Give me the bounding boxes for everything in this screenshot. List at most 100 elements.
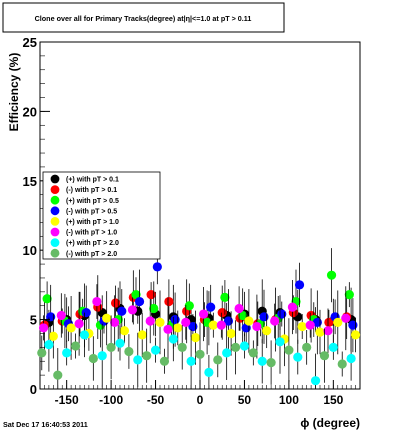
data-point (208, 320, 218, 330)
data-point (216, 320, 226, 330)
y-tick-label: 5 (30, 313, 37, 328)
legend-marker (50, 195, 60, 205)
data-point (257, 356, 267, 366)
legend-marker (50, 238, 60, 248)
data-point (206, 302, 216, 312)
y-tick-label: 20 (23, 104, 37, 119)
data-point (323, 326, 333, 336)
data-point (102, 313, 112, 323)
legend-entry-label: (-) with pT > 1.0 (66, 230, 117, 237)
x-tick-label: -50 (147, 393, 165, 407)
legend-marker (50, 217, 60, 226)
y-axis-label: Efficiency (%) (7, 53, 21, 132)
x-axis-label: ϕ (degree) (300, 416, 360, 430)
data-point (190, 333, 201, 343)
data-point (142, 351, 152, 361)
data-point (184, 301, 194, 311)
legend-marker (50, 174, 60, 184)
data-point (348, 320, 358, 330)
data-point (48, 331, 58, 341)
data-point (79, 330, 90, 340)
data-point (333, 317, 343, 327)
data-point (106, 342, 116, 352)
data-point (124, 346, 134, 357)
data-point (66, 323, 76, 333)
data-point (145, 316, 155, 326)
data-point (56, 310, 66, 321)
data-point (346, 353, 356, 364)
data-point (37, 348, 47, 358)
data-point (152, 262, 162, 272)
data-point (110, 317, 120, 327)
data-point (239, 341, 250, 351)
legend: (+) with pT > 0.1 (-) with pT > 0.1 (+) wi… (42, 171, 161, 260)
data-point (131, 290, 141, 300)
data-point (44, 339, 54, 350)
data-point (297, 321, 307, 332)
series-group (44, 309, 356, 389)
data-point (230, 342, 241, 352)
chart-title-part-0: Clone over all for Primary Tracks (35, 14, 147, 23)
data-point (204, 367, 214, 377)
data-point (117, 306, 127, 316)
data-point (159, 356, 170, 366)
data-point (133, 355, 143, 365)
y-tick-label: 10 (23, 243, 37, 258)
x-tick-label: 100 (279, 393, 299, 407)
data-point (319, 351, 330, 361)
chart-title-part-3: <=1.0 at pT > 0.11 (192, 14, 251, 23)
data-point (305, 320, 315, 330)
data-point (195, 349, 205, 359)
data-point (155, 317, 165, 327)
x-tick-label: -150 (55, 393, 79, 407)
x-tick-label: 0 (197, 393, 204, 407)
data-point (62, 348, 72, 358)
data-point (294, 280, 305, 290)
data-point (168, 334, 178, 344)
data-point (53, 370, 63, 380)
data-point (222, 348, 232, 358)
y-tick-label: 25 (23, 35, 37, 50)
data-point (328, 342, 338, 352)
data-point (164, 296, 174, 307)
chart-title-part-1: (degree) at (147, 14, 184, 23)
data-point (302, 342, 312, 352)
data-point (248, 348, 258, 358)
legend-entry-label: (-) with pT > 0.1 (66, 187, 117, 194)
data-point (127, 305, 138, 315)
data-point (173, 323, 183, 333)
legend-marker (50, 206, 60, 216)
data-point (42, 294, 52, 304)
data-point (270, 316, 280, 326)
data-point (293, 352, 303, 362)
data-point (244, 316, 254, 326)
data-point (97, 351, 107, 361)
data-point (287, 302, 298, 312)
data-point (146, 290, 156, 300)
legend-entry-label: (-) with pT > 2.0 (66, 251, 117, 258)
data-point (38, 323, 49, 333)
timestamp: Sat Dec 17 16:40:53 2011 (3, 420, 88, 429)
data-point (74, 319, 84, 329)
data-point (115, 338, 125, 348)
data-point (310, 376, 321, 386)
chart-title-part-2: |η| (184, 14, 192, 23)
y-tick-label: 0 (30, 382, 37, 397)
data-point (234, 303, 244, 314)
data-point (217, 308, 227, 318)
axes-layer: -150 -100 -50 0 50 100 150 0 5 10 15 20 25 (23, 35, 356, 407)
data-point (198, 309, 209, 319)
data-point (284, 345, 294, 355)
data-point (110, 298, 121, 308)
legend-entry-label: (+) with pT > 0.1 (66, 177, 119, 184)
data-point (275, 337, 285, 347)
data-point (350, 330, 361, 340)
data-point (150, 345, 161, 355)
data-point (326, 270, 337, 280)
data-point (88, 353, 98, 364)
data-point (163, 324, 173, 334)
y-tick-label: 15 (23, 174, 37, 189)
data-point (344, 290, 354, 300)
data-point (186, 356, 196, 366)
